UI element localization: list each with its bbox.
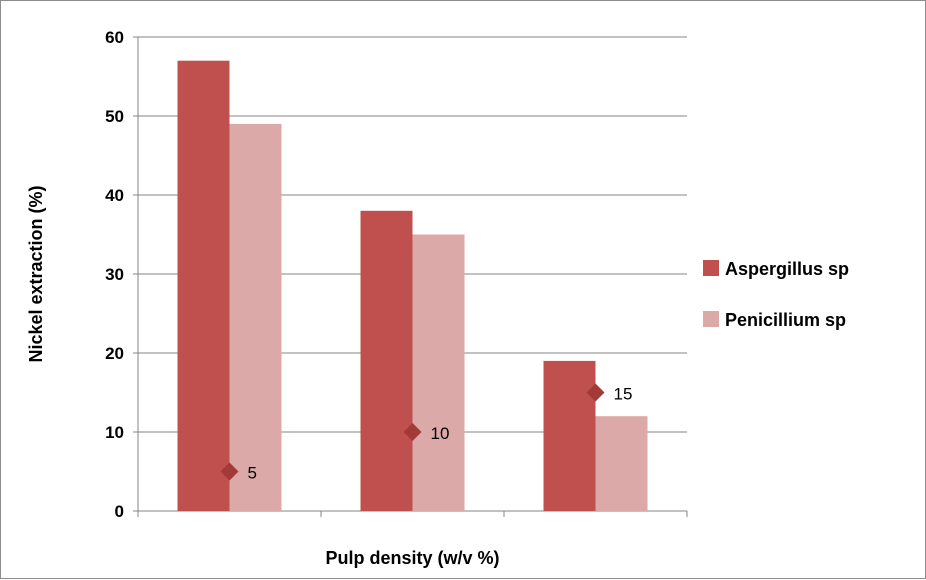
bar-penicillium-sp <box>595 416 648 511</box>
markers: 5 10 15 <box>220 383 633 483</box>
legend-label: Penicillium sp <box>725 310 846 330</box>
bar-aspergillus-sp <box>543 360 596 511</box>
legend-swatch <box>703 311 719 327</box>
y-tick-label: 20 <box>105 344 124 363</box>
y-tick-label: 60 <box>105 28 124 47</box>
y-tick-label: 40 <box>105 186 124 205</box>
diamond-marker <box>586 383 605 402</box>
y-tick-label: 0 <box>115 502 124 521</box>
y-tick-label: 30 <box>105 265 124 284</box>
legend-label: Aspergillus sp <box>725 259 849 279</box>
y-tick-label: 10 <box>105 423 124 442</box>
marker-label: 5 <box>248 464 257 483</box>
diamond-marker <box>403 423 422 441</box>
x-axis-title: Pulp density (w/v %) <box>325 548 499 568</box>
marker-label: 15 <box>614 385 633 404</box>
bar-penicillium-sp <box>412 234 465 511</box>
y-axis-ticks: 0 10 20 30 40 50 60 <box>105 28 124 521</box>
bars <box>177 60 648 512</box>
marker-label: 10 <box>431 424 450 443</box>
legend-swatch <box>703 260 719 276</box>
bar-aspergillus-sp <box>360 210 413 512</box>
diamond-marker <box>220 462 239 481</box>
y-tick-label: 50 <box>105 107 124 126</box>
y-axis-title: Nickel extraction (%) <box>26 185 46 362</box>
legend: Aspergillus sp Penicillium sp <box>703 259 849 330</box>
bar-aspergillus-sp <box>177 60 230 511</box>
bar-penicillium-sp <box>229 123 282 512</box>
